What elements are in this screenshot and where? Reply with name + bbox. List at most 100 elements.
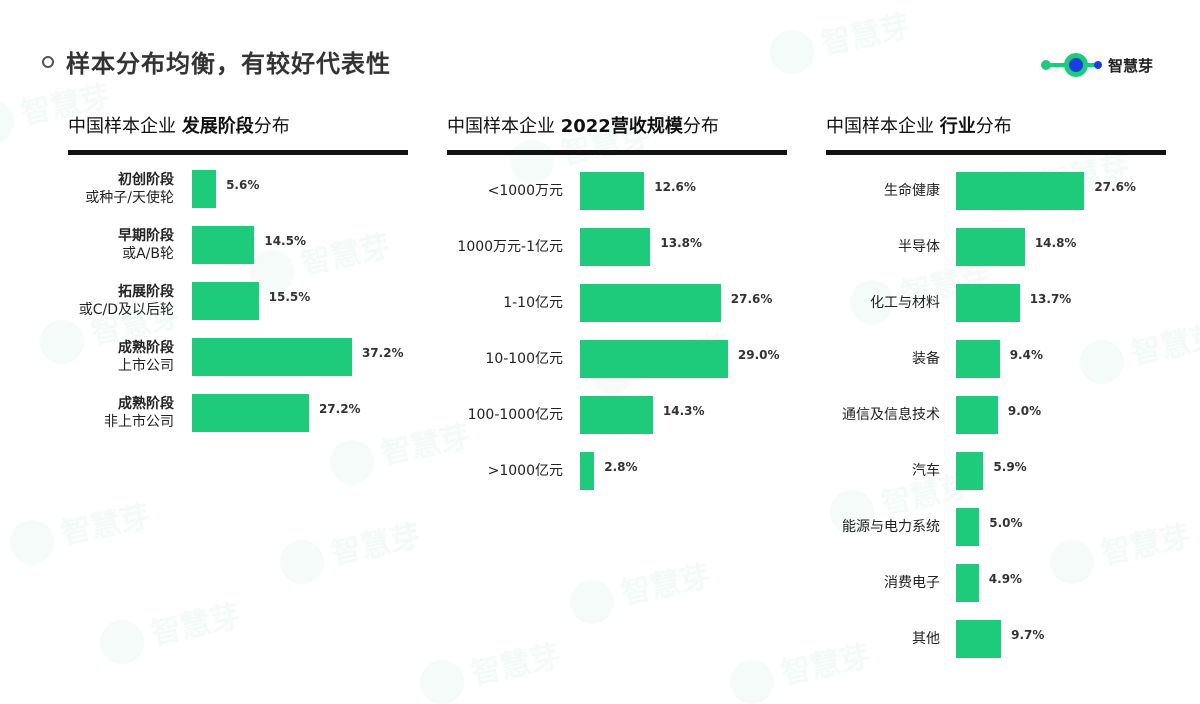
bar-row: 化工与材料 13.7%: [826, 284, 1166, 322]
bar: [192, 170, 217, 208]
bar: [956, 340, 1000, 378]
bar: [956, 228, 1025, 266]
category-label-line1: <1000万元: [487, 183, 563, 199]
category-label: 化工与材料: [826, 294, 940, 312]
value-label: 4.9%: [988, 572, 1023, 586]
category-label-line1: 拓展阶段: [118, 284, 174, 300]
bar: [192, 282, 259, 320]
bar-row: 拓展阶段或C/D及以后轮 15.5%: [68, 282, 408, 320]
watermark-text: 智慧芽: [148, 598, 244, 652]
chart-title: 中国样本企业 2022营收规模分布: [447, 112, 787, 138]
bar: [956, 452, 984, 490]
bar: [956, 172, 1085, 210]
chart-title-rule: [826, 150, 1166, 155]
category-label: 早期阶段 或A/B轮: [68, 227, 174, 263]
category-label-line2: 非上市公司: [104, 414, 174, 430]
chart-title-prefix: 中国样本企业: [826, 116, 934, 137]
value-label: 14.3%: [662, 404, 705, 418]
category-label: 生命健康: [826, 182, 940, 200]
value-label: 12.6%: [654, 180, 696, 194]
bar-row: 消费电子 4.9%: [826, 564, 1166, 602]
stage-distribution-chart: 中国样本企业 发展阶段分布 初创阶段 或种子/天使轮 5.6% 早期阶段 或A/B轮 14…: [68, 112, 408, 432]
bar-row: <1000万元 12.6%: [447, 172, 787, 210]
category-label: 成熟阶段 非上市公司: [68, 395, 174, 431]
value-label: 15.5%: [268, 290, 311, 304]
bar-row: 半导体 14.8%: [826, 228, 1166, 266]
value-label: 27.6%: [1094, 180, 1136, 194]
value-label: 9.7%: [1011, 628, 1045, 642]
logo-mark-icon: [1041, 53, 1102, 77]
chart-title-bold: 行业: [939, 116, 976, 137]
category-label-line1: 消费电子: [884, 575, 940, 591]
watermark-dot: [10, 520, 54, 564]
bar-row: 成熟阶段 非上市公司 27.2%: [68, 394, 408, 432]
value-label: 37.2%: [361, 346, 404, 360]
category-label-line1: 1-10亿元: [503, 295, 563, 311]
category-label-line1: 10-100亿元: [485, 351, 563, 367]
value-label: 2.8%: [604, 460, 638, 474]
value-label: 5.9%: [993, 460, 1027, 474]
category-label-line1: 化工与材料: [870, 295, 940, 311]
category-label-line1: 成熟阶段: [118, 340, 174, 356]
watermark-dot: [420, 660, 464, 704]
value-label: 14.8%: [1034, 236, 1077, 250]
category-label-line2: 或C/D及以后轮: [78, 302, 174, 318]
watermark-text: 智慧芽: [58, 498, 154, 552]
category-label: 1-10亿元: [447, 294, 563, 312]
bar-row: >1000亿元 2.8%: [447, 452, 787, 490]
watermark-dot: [100, 620, 144, 664]
category-label: 通信及信息技术: [826, 406, 940, 424]
category-label-line1: >1000亿元: [487, 463, 563, 479]
logo-text: 智慧芽: [1108, 57, 1154, 75]
category-label: 半导体: [826, 238, 940, 256]
bar: [580, 340, 728, 378]
bar: [580, 172, 645, 210]
category-label: 其他: [826, 630, 940, 648]
chart-title-bold: 发展阶段: [181, 116, 254, 137]
watermark-text: 智慧芽: [328, 518, 424, 572]
bar-row: 其他 9.7%: [826, 620, 1166, 658]
bar: [192, 394, 309, 432]
chart-title-suffix: 分布: [253, 116, 290, 137]
value-label: 27.6%: [730, 292, 773, 306]
category-label-line1: 1000万元-1亿元: [457, 239, 563, 255]
page-title: 样本分布均衡，有较好代表性: [66, 50, 391, 78]
revenue-distribution-chart: 中国样本企业 2022营收规模分布 <1000万元 12.6% 1000万元-1亿元…: [447, 112, 787, 490]
watermark-text: 智慧芽: [468, 638, 564, 692]
category-label-line1: 半导体: [898, 239, 940, 255]
bar: [580, 396, 653, 434]
value-label: 9.0%: [1007, 404, 1042, 418]
chart-title-suffix: 分布: [682, 116, 719, 137]
watermark-text: 智慧芽: [818, 8, 914, 62]
category-label-line1: 生命健康: [884, 183, 940, 199]
category-label: 汽车: [826, 462, 940, 480]
value-label: 29.0%: [737, 348, 780, 362]
chart-title-prefix: 中国样本企业: [447, 116, 555, 137]
watermark-dot: [280, 540, 324, 584]
bar: [956, 396, 998, 434]
category-label: 100-1000亿元: [447, 406, 563, 424]
watermark-dot: [330, 440, 374, 484]
chart-title-prefix: 中国样本企业: [68, 116, 176, 137]
bar: [956, 508, 980, 546]
brand-logo: 智慧芽: [1040, 50, 1170, 80]
bar-row: 早期阶段 或A/B轮 14.5%: [68, 226, 408, 264]
value-label: 5.6%: [226, 178, 260, 192]
watermark-dot: [730, 660, 774, 704]
value-label: 13.8%: [660, 236, 703, 250]
chart-title: 中国样本企业 行业分布: [826, 112, 1166, 138]
category-label-line2: 上市公司: [118, 358, 174, 374]
category-label: <1000万元: [447, 182, 563, 200]
bar: [580, 284, 721, 322]
bar-row: 生命健康 27.6%: [826, 172, 1166, 210]
category-label: 1000万元-1亿元: [447, 238, 563, 256]
chart-title-bold: 2022营收规模: [560, 116, 683, 137]
category-label-line1: 汽车: [912, 463, 940, 479]
bar-row: 100-1000亿元 14.3%: [447, 396, 787, 434]
watermark-dot: [570, 580, 614, 624]
bar-row: 10-100亿元 29.0%: [447, 340, 787, 378]
category-label-line1: 其他: [912, 631, 940, 647]
category-label-line2: 或种子/天使轮: [85, 190, 174, 206]
category-label: 10-100亿元: [447, 350, 563, 368]
bar-row: 装备 9.4%: [826, 340, 1166, 378]
